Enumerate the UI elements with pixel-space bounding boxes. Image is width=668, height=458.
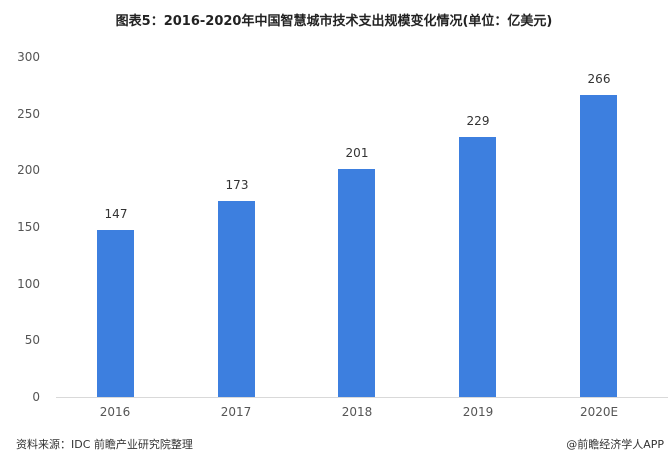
y-tick-0: 0 [32,390,40,404]
y-tick-300: 300 [17,50,40,64]
chart-title: 图表5：2016-2020年中国智慧城市技术支出规模变化情况(单位：亿美元) [115,14,553,29]
bar-label-2017: 173 [225,178,249,192]
bar-2018 [338,169,375,397]
y-tick-100: 100 [17,277,40,291]
credit-note: @前瞻经济学人APP [566,438,664,451]
bar-label-2018: 201 [345,146,369,160]
bar-2020e [580,95,617,397]
bar-2019 [459,137,496,397]
bar-label-2016: 147 [104,207,128,221]
x-axis-line [56,397,668,398]
x-tick-2020e: 2020E [579,405,619,419]
bar-label-2019: 229 [466,114,490,128]
bar-2017 [218,201,255,397]
source-note: 资料来源：IDC 前瞻产业研究院整理 [16,438,193,451]
x-tick-2018: 2018 [341,405,373,419]
bar-2016 [97,230,134,397]
x-tick-2017: 2017 [220,405,252,419]
y-tick-200: 200 [17,163,40,177]
x-tick-2016: 2016 [99,405,131,419]
x-tick-2019: 2019 [462,405,494,419]
bar-label-2020e: 266 [587,72,611,86]
y-tick-250: 250 [17,107,40,121]
y-tick-150: 150 [17,220,40,234]
y-tick-50: 50 [24,333,40,347]
